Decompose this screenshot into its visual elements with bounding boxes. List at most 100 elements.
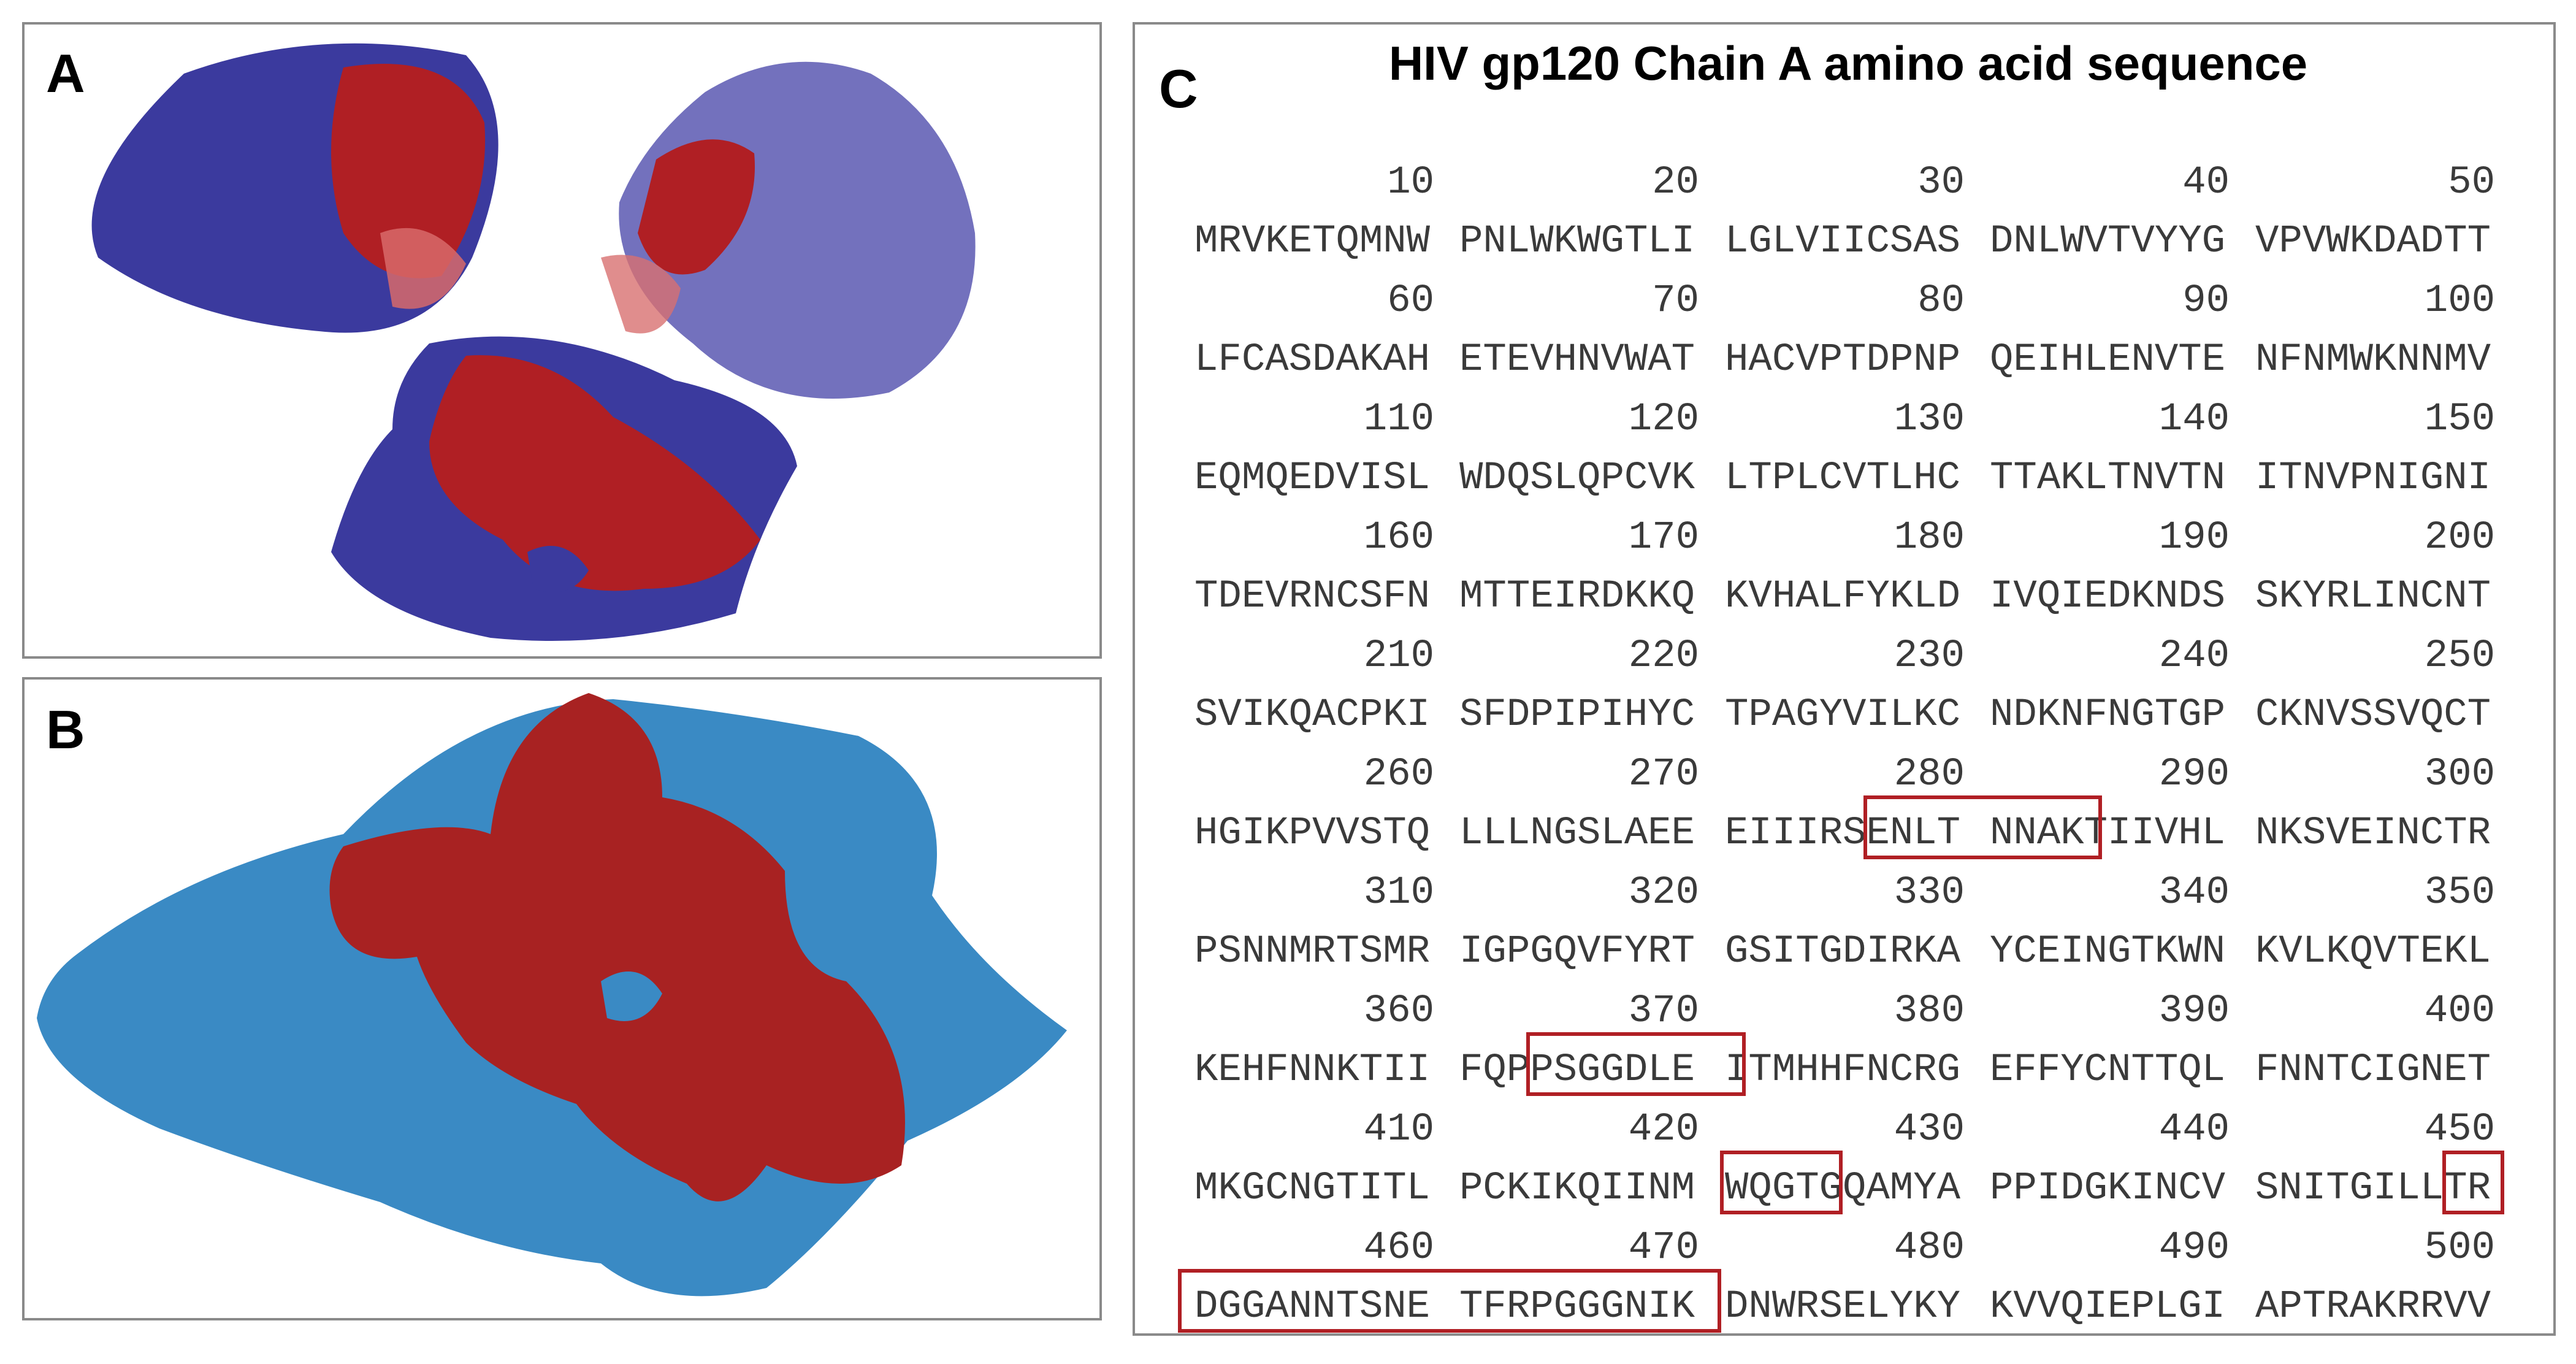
position-number: 450 [2425,1108,2495,1152]
sequence-block: MKGCNGTITL [1194,1167,1430,1211]
position-number: 370 [1629,989,1699,1033]
position-number: 430 [1894,1108,1965,1152]
panel-a-structures [91,43,976,641]
sequence-block: TDEVRNCSFN [1194,575,1430,619]
position-number: 140 [2159,397,2230,442]
position-number: 90 [2182,279,2230,323]
panel-title: HIV gp120 Chain A amino acid sequence [1389,36,2307,90]
sequence-block: KVHALFYKLD [1725,575,1960,619]
position-number: 390 [2159,989,2230,1033]
sequence-block: SFDPIPIHYC [1459,693,1695,737]
position-number: 410 [1364,1108,1434,1152]
sequence-block: NDKNFNGTGP [1990,693,2225,737]
position-number: 160 [1364,516,1434,560]
sequence-block: SKYRLINCNT [2255,575,2491,619]
sequence-block: QEIHLENVTE [1990,338,2225,382]
position-number: 80 [1917,279,1965,323]
panel-label: C [1159,58,1198,119]
position-number: 340 [2159,871,2230,915]
position-number: 100 [2425,279,2495,323]
highlight-box [2442,1151,2504,1214]
sequence-block: KEHFNNKTII [1194,1048,1430,1092]
sequence-block: LGLVIICSAS [1725,220,1960,264]
sequence-block: FNNTCIGNET [2255,1048,2491,1092]
position-number: 10 [1387,161,1434,205]
sequence-block: ITNVPNIGNI [2255,456,2491,500]
position-number: 240 [2159,634,2230,678]
position-number: 60 [1387,279,1434,323]
sequence-block: ETEVHNVWAT [1459,338,1695,382]
position-number: 150 [2425,397,2495,442]
sequence-block: APTRAKRRVV [2255,1285,2491,1329]
position-number: 420 [1629,1108,1699,1152]
sequence-block: DNLWVTVYYG [1990,220,2225,264]
sequence-block: EFFYCNTTQL [1990,1048,2225,1092]
sequence-block: VPVWKDADTT [2255,220,2491,264]
position-number: 120 [1629,397,1699,442]
sequence-block: EQMQEDVISL [1194,456,1430,500]
position-number: 300 [2425,753,2495,797]
position-number: 180 [1894,516,1965,560]
position-number: 310 [1364,871,1434,915]
position-number: 110 [1364,397,1434,442]
sequence-block: MRVKETQMNW [1194,220,1431,264]
position-number: 440 [2159,1108,2230,1152]
sequence-block: KVVQIEPLGI [1990,1285,2225,1329]
sequence-block: PNLWKWGTLI [1459,220,1695,264]
position-number: 490 [2159,1226,2230,1270]
sequence-block: TPAGYVILKC [1725,693,1960,737]
highlight-box [1720,1151,1843,1214]
position-number: 470 [1629,1226,1699,1270]
position-number: 20 [1652,161,1699,205]
position-number: 480 [1894,1226,1965,1270]
sequence-block: TTAKLTNVTN [1990,456,2225,500]
sequence-block: EIIIRSENLT [1725,811,1960,856]
position-number: 190 [2159,516,2230,560]
sequence-block: NNAKTIIVHL [1990,811,2225,856]
sequence-block: FQPPSGGDLE [1459,1048,1695,1092]
highlight-box [1863,795,2102,859]
position-number: 220 [1629,634,1699,678]
position-number: 30 [1917,161,1965,205]
sequence-block: IVQIEDKNDS [1990,575,2225,619]
position-number: 350 [2425,871,2495,915]
position-number: 130 [1894,397,1965,442]
position-number: 280 [1894,753,1965,797]
sequence-block: LFCASDAKAH [1194,338,1430,382]
position-number: 290 [2159,753,2230,797]
sequence-block: SVIKQACPKI [1194,693,1430,737]
sequence-block: LLLNGSLAEE [1459,811,1695,856]
sequence-block: DNWRSELYKY [1725,1285,1960,1329]
position-number: 320 [1629,871,1699,915]
position-number: 230 [1894,634,1965,678]
sequence-block: PCKIKQIINM [1459,1167,1695,1211]
panel-c-frame [1133,22,2556,1336]
sequence-block: GSITGDIRKA [1725,930,1961,974]
position-number: 260 [1364,753,1434,797]
highlight-box [1178,1269,1721,1333]
position-number: 380 [1894,989,1965,1033]
sequence-block: NFNMWKNNMV [2255,338,2491,382]
position-number: 360 [1364,989,1434,1033]
sequence-block: MTTEIRDKKQ [1459,575,1695,619]
sequence-block: DGGANNTSNE [1194,1285,1430,1329]
panel-b-structure [37,693,1067,1297]
sequence-block: YCEINGTKWN [1990,930,2225,974]
sequence-block: LTPLCVTLHC [1725,456,1960,500]
sequence-block: WQGTGQAMYA [1725,1167,1961,1211]
sequence-block: HACVPTDPNP [1725,338,1960,382]
sequence-block: PPIDGKINCV [1990,1167,2226,1211]
sequence-block: IGPGQVFYRT [1459,930,1695,974]
highlight-boxes [1178,795,2504,1333]
highlight-box [1526,1032,1746,1096]
sequence-block: SNITGILLTR [2255,1167,2491,1211]
sequence-block: ITMHHFNCRG [1725,1048,1960,1092]
position-number: 330 [1894,871,1965,915]
position-number: 170 [1629,516,1699,560]
sequence-block: HGIKPVVSTQ [1194,811,1430,856]
panel-label: A [46,43,85,104]
position-number: 460 [1364,1226,1434,1270]
position-number: 50 [2448,161,2495,205]
position-number: 400 [2425,989,2495,1033]
